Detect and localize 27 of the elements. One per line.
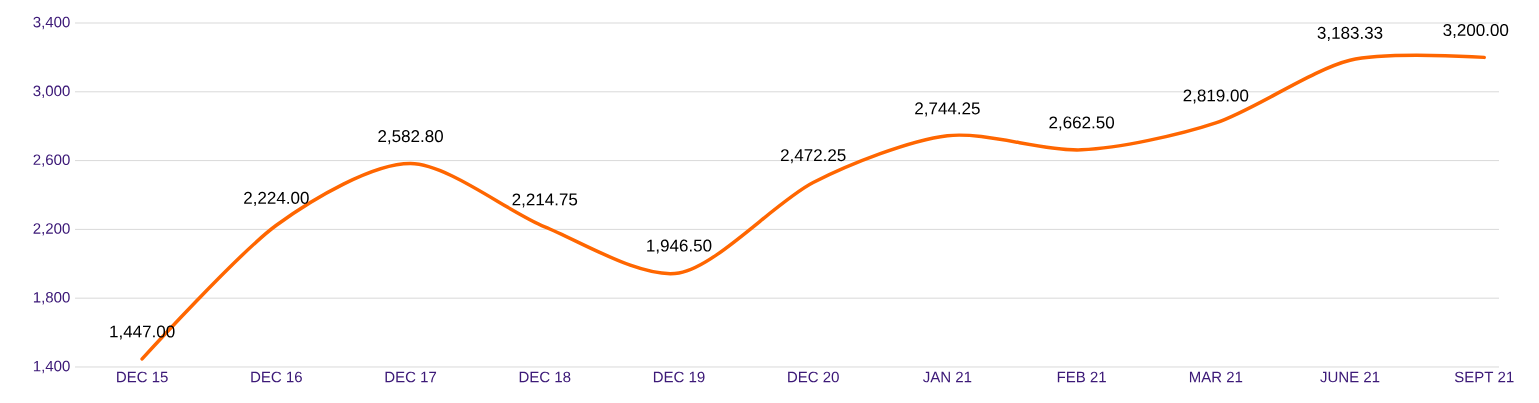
data-label: 3,183.33 — [1317, 26, 1383, 41]
data-label: 2,662.50 — [1049, 116, 1115, 131]
x-tick-label: MAR 21 — [1189, 371, 1243, 383]
x-tick-label: SEPT 21 — [1454, 371, 1514, 383]
y-tick-label: 3,000 — [33, 85, 70, 98]
x-tick-label: DEC 20 — [788, 371, 839, 383]
y-tick-label: 1,400 — [33, 360, 70, 374]
data-label: 2,224.00 — [244, 191, 309, 206]
data-label: 2,214.75 — [512, 193, 578, 208]
data-label: 2,582.80 — [378, 130, 443, 145]
x-tick-label: DEC 18 — [519, 371, 571, 383]
x-tick-label: DEC 15 — [117, 371, 168, 383]
y-tick-label: 1,800 — [33, 291, 70, 305]
y-tick-label: 2,200 — [33, 223, 70, 236]
data-label: 2,819.00 — [1183, 89, 1249, 104]
data-label: 2,472.25 — [780, 149, 846, 164]
x-tick-label: DEC 16 — [251, 371, 302, 383]
y-tick-label: 3,400 — [33, 16, 70, 30]
x-tick-label: JAN 21 — [923, 371, 972, 383]
x-tick-label: DEC 19 — [653, 371, 705, 383]
x-tick-label: DEC 17 — [385, 371, 437, 383]
x-tick-label: JUNE 21 — [1320, 371, 1380, 383]
data-label: 3,200.00 — [1443, 23, 1509, 39]
data-label: 2,744.25 — [915, 102, 980, 117]
data-label: 1,946.50 — [647, 239, 712, 254]
y-tick-label: 2,600 — [33, 154, 70, 167]
x-tick-label: FEB 21 — [1057, 371, 1106, 383]
